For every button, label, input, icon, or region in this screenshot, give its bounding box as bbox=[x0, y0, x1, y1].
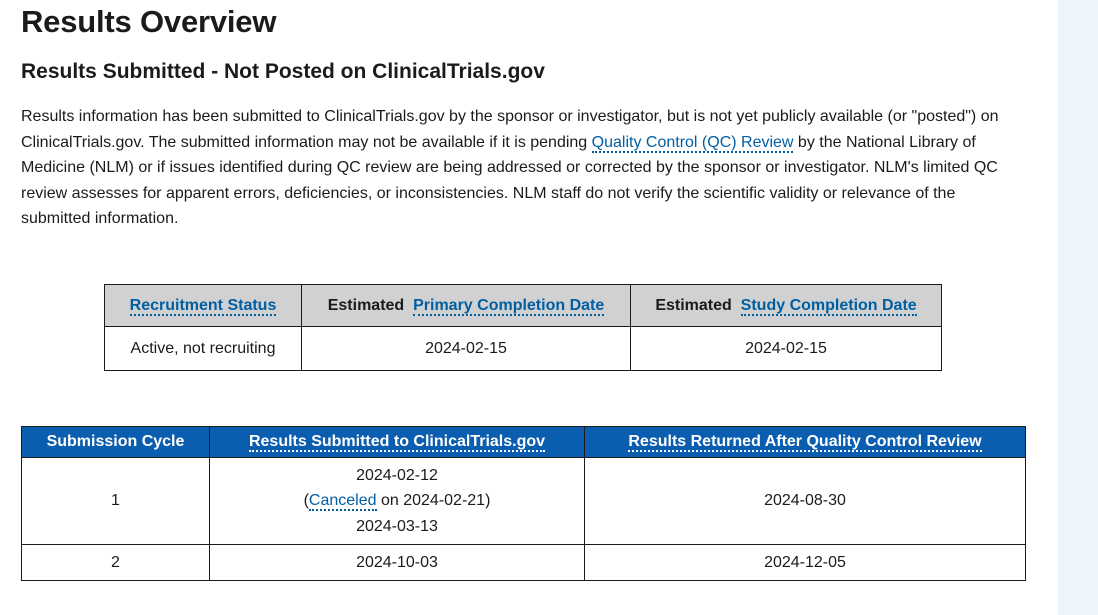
section-subtitle: Results Submitted - Not Posted on Clinic… bbox=[21, 60, 545, 83]
study-completion-link[interactable]: Study Completion Date bbox=[740, 296, 917, 316]
study-estimated-label: Estimated bbox=[655, 296, 732, 314]
returned-date: 2024-12-05 bbox=[584, 544, 1026, 581]
status-table: Recruitment Status Estimated Primary Com… bbox=[104, 284, 942, 371]
primary-estimated-label: Estimated bbox=[327, 296, 405, 314]
results-returned-link[interactable]: Results Returned After Quality Control R… bbox=[628, 433, 982, 452]
canceled-note: (Canceled on 2024-02-21) bbox=[211, 488, 583, 514]
cycle-number: 1 bbox=[21, 457, 210, 545]
intro-text-2: by the National Library of Medicine (NLM… bbox=[21, 133, 998, 228]
submitted-dates: 2024-02-12 (Canceled on 2024-02-21) 2024… bbox=[209, 457, 585, 545]
canceled-open: ( bbox=[303, 492, 309, 510]
results-submitted-header: Results Submitted to ClinicalTrials.gov bbox=[209, 426, 585, 458]
recruitment-status-header: Recruitment Status bbox=[104, 284, 302, 327]
study-completion-value: 2024-02-15 bbox=[630, 326, 942, 371]
submission-cycle-table: Submission Cycle Results Submitted to Cl… bbox=[21, 426, 1026, 581]
status-table-header-row: Recruitment Status Estimated Primary Com… bbox=[104, 284, 942, 327]
primary-completion-header: Estimated Primary Completion Date bbox=[301, 284, 631, 327]
submitted-date: 2024-02-12 bbox=[356, 466, 438, 484]
submitted-date: 2024-03-13 bbox=[356, 517, 438, 535]
intro-text-1: Results information has been submitted t… bbox=[21, 108, 999, 151]
cycle-number: 2 bbox=[21, 544, 210, 581]
canceled-date: on 2024-02-21) bbox=[376, 492, 491, 510]
submission-cycle-header: Submission Cycle bbox=[21, 426, 210, 458]
results-submitted-link[interactable]: Results Submitted to ClinicalTrials.gov bbox=[248, 433, 546, 452]
primary-completion-link[interactable]: Primary Completion Date bbox=[413, 296, 605, 316]
canceled-link[interactable]: Canceled bbox=[308, 492, 377, 512]
table-row: 2 2024-10-03 2024-12-05 bbox=[21, 544, 1026, 581]
recruitment-status-value: Active, not recruiting bbox=[104, 326, 302, 371]
side-panel bbox=[1058, 0, 1098, 615]
study-completion-header: Estimated Study Completion Date bbox=[630, 284, 942, 327]
intro-paragraph: Results information has been submitted t… bbox=[21, 104, 1011, 232]
table-row: 1 2024-02-12 (Canceled on 2024-02-21) 20… bbox=[21, 457, 1026, 545]
results-returned-header: Results Returned After Quality Control R… bbox=[584, 426, 1026, 458]
returned-date: 2024-08-30 bbox=[584, 457, 1026, 545]
cycle-table-header-row: Submission Cycle Results Submitted to Cl… bbox=[21, 426, 1026, 458]
primary-completion-value: 2024-02-15 bbox=[301, 326, 631, 371]
qc-review-link[interactable]: Quality Control (QC) Review bbox=[591, 133, 794, 153]
recruitment-status-link[interactable]: Recruitment Status bbox=[129, 296, 277, 316]
submitted-date: 2024-10-03 bbox=[209, 544, 585, 581]
status-table-row: Active, not recruiting 2024-02-15 2024-0… bbox=[104, 326, 942, 371]
page-title: Results Overview bbox=[21, 4, 277, 39]
